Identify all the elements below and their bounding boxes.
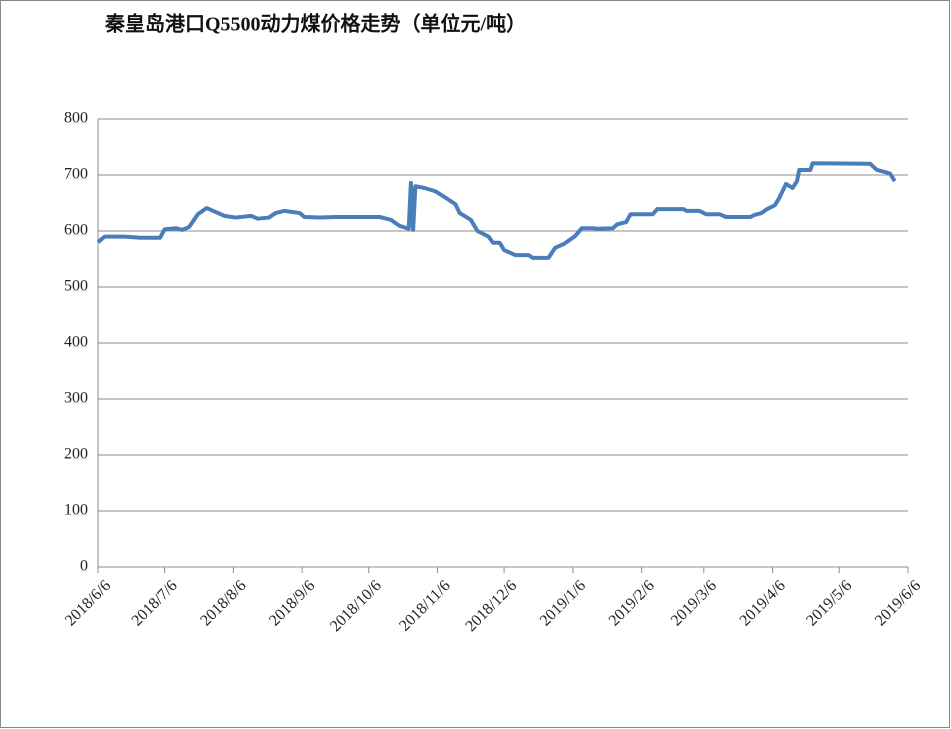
line <box>96 161 897 260</box>
y-tick-label: 400 <box>64 334 88 351</box>
y-tick-label: 700 <box>64 166 88 183</box>
y-tick-label: 800 <box>64 110 88 127</box>
y-tick-label: 600 <box>64 222 88 239</box>
y-tick-label: 100 <box>64 502 88 519</box>
y-tick-label: 500 <box>64 278 88 295</box>
y-tick-label: 300 <box>64 390 88 407</box>
y-tick-label: 200 <box>64 446 88 463</box>
y-tick-label: 0 <box>80 558 88 575</box>
chart-title: 秦皇岛港口Q5500动力煤价格走势（单位元/吨） <box>104 12 526 36</box>
